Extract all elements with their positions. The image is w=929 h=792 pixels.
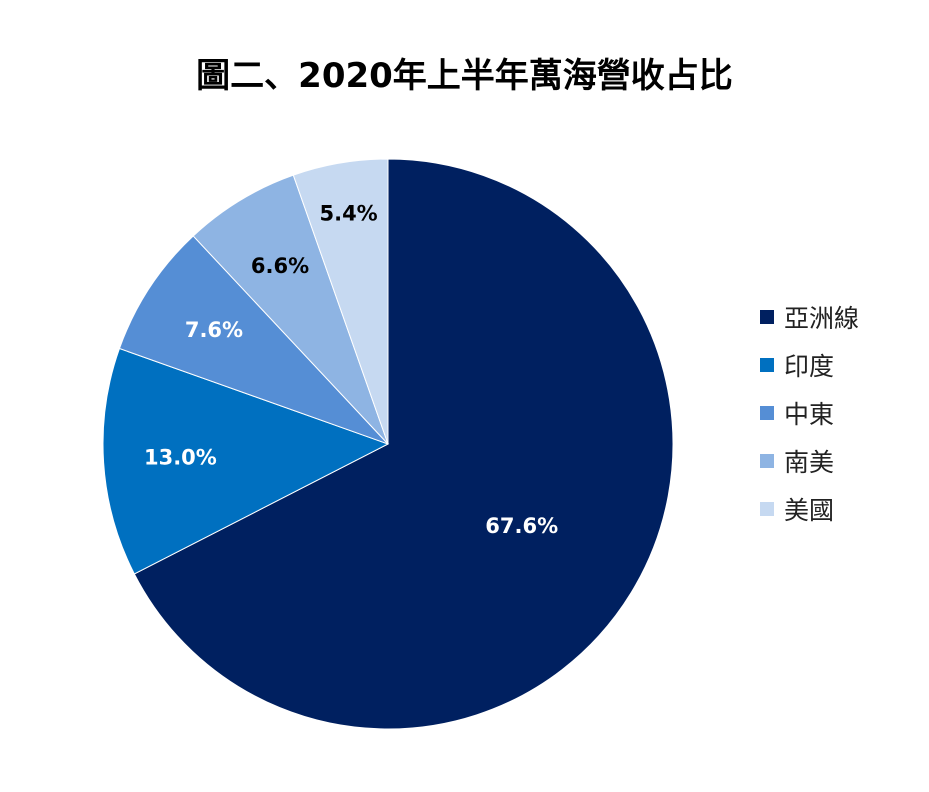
slice-data-label: 7.6% <box>185 318 243 342</box>
legend-label: 印度 <box>784 352 835 381</box>
legend-item-asia: 亞洲線 <box>760 293 859 341</box>
slice-data-label: 6.6% <box>251 254 309 278</box>
legend-swatch <box>760 358 774 372</box>
legend-item-india: 印度 <box>760 341 859 389</box>
pie-slice <box>133 158 674 730</box>
legend-swatch <box>760 454 774 468</box>
chart-title: 圖二、2020年上半年萬海營收占比 <box>196 56 733 96</box>
legend-swatch <box>760 310 774 324</box>
legend-label: 南美 <box>784 448 835 477</box>
pie-slice <box>118 235 389 445</box>
legend-swatch <box>760 502 774 516</box>
legend-label: 美國 <box>784 496 835 525</box>
legend-item-south-america: 南美 <box>760 437 859 485</box>
legend-label: 亞洲線 <box>784 304 860 333</box>
slice-data-label: 67.6% <box>485 514 558 538</box>
legend: 亞洲線 印度 中東 南美 美國 <box>760 293 859 533</box>
slice-data-label: 5.4% <box>319 202 377 226</box>
legend-item-middle-east: 中東 <box>760 389 859 437</box>
pie-slice <box>192 174 389 445</box>
legend-label: 中東 <box>784 400 835 429</box>
legend-swatch <box>760 406 774 420</box>
slice-data-label: 13.0% <box>144 446 217 470</box>
legend-item-usa: 美國 <box>760 485 859 533</box>
pie-slice <box>102 347 390 575</box>
pie-slice <box>292 158 389 445</box>
